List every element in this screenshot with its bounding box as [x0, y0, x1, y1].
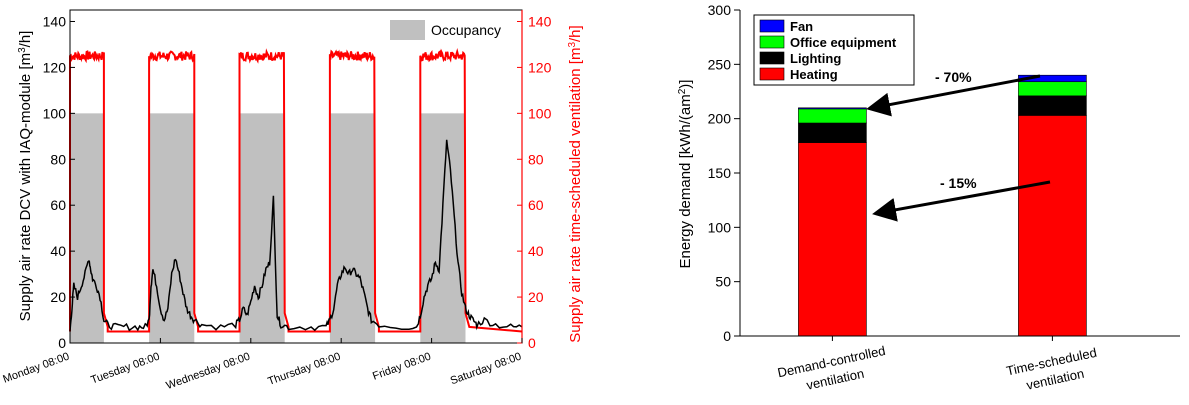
bar-0-segment-1: [798, 122, 867, 143]
x-tick-label: Thursday 08:00: [266, 351, 342, 388]
legend-label: Fan: [790, 19, 813, 34]
bar-1-segment-3: [1018, 74, 1087, 83]
bar-1-segment-2: [1018, 81, 1087, 97]
right-chart-y-tick-label: 0: [723, 328, 731, 344]
annotation-70-percent: - 70%: [935, 69, 972, 85]
right-chart-y-tick-label: 300: [708, 2, 732, 18]
occupancy-block-1: [149, 113, 195, 344]
bar-1-segment-0: [1018, 115, 1087, 337]
bar-0-segment-0: [798, 142, 867, 337]
annotation-15-percent: - 15%: [940, 175, 977, 191]
arrow-15-percent: [872, 180, 1051, 222]
right-chart: 0 50 100 150 200 250 300 Demand-controlledventi…: [677, 2, 1180, 398]
x-tick-label: Monday 08:00: [1, 351, 71, 386]
bar-0-segment-3: [798, 107, 867, 110]
occupancy-block-2: [239, 113, 285, 344]
legend-label: Lighting: [790, 51, 841, 66]
category-label-1: Time-scheduledventilation: [1005, 345, 1102, 396]
legend-label-occupancy: Occupancy: [431, 22, 501, 38]
bar-1-segment-1: [1018, 95, 1087, 116]
right-y-tick-label: 60: [528, 197, 544, 213]
right-y-tick-label: 0: [528, 335, 536, 351]
legend-label: Office equipment: [790, 35, 897, 50]
occupancy-block-4: [420, 113, 466, 344]
occupancy-legend: Occupancy: [390, 20, 501, 40]
left-y-tick-label: 100: [43, 105, 67, 121]
legend-label: Heating: [790, 67, 838, 82]
occupancy-block-0: [70, 113, 104, 344]
left-y-tick-label: 140: [43, 13, 67, 29]
right-chart-y-tick-label: 50: [715, 274, 731, 290]
right-y-tick-label: 20: [528, 289, 544, 305]
right-y-tick-label: 140: [528, 13, 552, 29]
left-y-tick-label: 120: [43, 59, 67, 75]
left-chart: 0 0 20 20 40 40 60 60 80 80 100 100 120 120 140 140 Mond…: [1, 9, 585, 393]
legend-swatch: [759, 67, 785, 81]
left-y-tick-label: 40: [50, 243, 66, 259]
legend-swatch: [759, 35, 785, 49]
annotations: - 70% - 15%: [866, 69, 1051, 222]
left-y-tick-label: 60: [50, 197, 66, 213]
bar-0-segment-2: [798, 108, 867, 124]
right-chart-y-tick-label: 100: [708, 219, 732, 235]
right-y-axis-label: Supply air rate time-scheduled ventilati…: [567, 25, 585, 342]
right-y-tick-label: 40: [528, 243, 544, 259]
right-y-tick-label: 80: [528, 151, 544, 167]
left-y-tick-label: 20: [50, 289, 66, 305]
legend-swatch: [759, 51, 785, 65]
right-y-tick-label: 120: [528, 59, 552, 75]
right-chart-y-tick-label: 200: [708, 111, 732, 127]
legend-swatch: [759, 19, 785, 33]
left-y-tick-label: 0: [58, 335, 66, 351]
occupancy-area-group: [70, 113, 466, 344]
left-y-tick-label: 80: [50, 151, 66, 167]
right-chart-y-tick-label: 250: [708, 56, 732, 72]
dcv-line: [69, 139, 523, 332]
x-tick-label: Wednesday 08:00: [165, 351, 252, 393]
legend-swatch-occupancy: [390, 20, 425, 40]
right-y-tick-label: 100: [528, 105, 552, 121]
right-chart-y-tick-label: 150: [708, 165, 732, 181]
right-chart-y-axis-label: Energy demand [kWh/(am2)]: [677, 80, 695, 269]
x-tick-label: Tuesday 08:00: [89, 351, 161, 387]
arrow-70-percent: [866, 74, 1041, 117]
left-y-axis-label: Supply air rate DCV with IAQ-module [m3/…: [17, 31, 35, 322]
x-tick-label: Friday 08:00: [371, 351, 433, 383]
category-label-0: Demand-controlledventilation: [776, 343, 890, 398]
stacked-bars: [798, 74, 1087, 337]
scheduled-ventilation-line: [69, 47, 523, 333]
x-tick-label: Saturday 08:00: [449, 351, 523, 388]
